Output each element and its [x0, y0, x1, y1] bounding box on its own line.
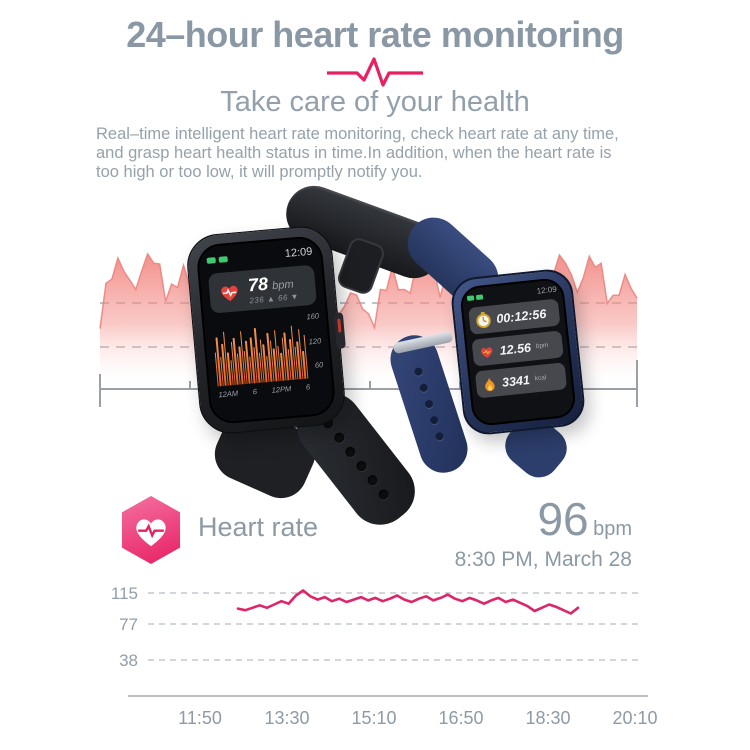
x-tick-label: 15:10 — [351, 708, 396, 728]
bar-series — [213, 321, 309, 387]
watch-clock: 12:09 — [536, 285, 557, 296]
x-tick-label: 11:50 — [178, 708, 222, 728]
heart-hexagon-icon — [118, 496, 184, 564]
green-indicator-icon — [476, 294, 483, 300]
watch-case: 12:09 00:12:56 — [449, 267, 587, 437]
y-tick-label: 60 — [315, 360, 324, 370]
y-tick-label: 120 — [308, 336, 321, 346]
watch-heart-bar-chart: 160 120 60 12AM 6 12PM 6 — [212, 314, 324, 399]
heart-icon — [478, 343, 495, 360]
watch-status-bar: 12:09 — [206, 246, 313, 267]
heart-rate-card: 78 bpm 236 ▲ 66 ▼ — [208, 265, 317, 314]
heart-ecg-icon — [131, 511, 171, 549]
current-bpm-value: 96 — [537, 493, 588, 545]
strap-hole — [355, 459, 369, 473]
description-line: Real–time intelligent heart rate monitor… — [96, 125, 666, 144]
strap-hole — [424, 399, 434, 409]
y-tick-label: 160 — [306, 311, 319, 321]
calories-value: 3341 — [501, 372, 530, 389]
calories-unit: kcal — [534, 374, 546, 382]
heart-rate-summary: Heart rate 96 bpm 8:30 PM, March 28 — [118, 490, 632, 582]
ecg-pulse-icon — [327, 56, 423, 90]
description-line: and grasp heart health status in time.In… — [96, 144, 666, 163]
page-description: Real–time intelligent heart rate monitor… — [96, 125, 666, 182]
green-indicator-icon — [206, 257, 215, 264]
blue-smartwatch: 12:09 00:12:56 — [395, 225, 610, 480]
heart-rate-unit: bpm — [535, 342, 548, 350]
summary-reading: 96 bpm 8:30 PM, March 28 — [455, 492, 632, 572]
watch-screen: 12:09 00:12:56 — [459, 277, 577, 427]
heart-pulse-icon — [217, 280, 243, 304]
x-tick-label: 20:10 — [612, 708, 657, 728]
strap-hole — [366, 473, 380, 487]
watch-side-button — [334, 312, 346, 349]
x-tick-label: 12PM — [271, 384, 291, 395]
strap-hole — [413, 367, 423, 377]
watch-case: 12:09 78 bpm 236 ▲ 66 ▼ — [185, 224, 348, 436]
reading-timestamp: 8:30 PM, March 28 — [455, 548, 632, 572]
marketing-page: 24–hour heart rate monitoring Take care … — [0, 0, 750, 750]
current-bpm-unit: bpm — [593, 518, 632, 540]
watch-clock: 12:09 — [284, 246, 312, 260]
x-tick-label: 6 — [252, 387, 257, 396]
description-line: too high or too low, it will promptly no… — [96, 163, 666, 182]
heart-rate-card: 12.56 bpm — [471, 330, 563, 366]
heart-rate-line-chart: 115 77 38 11:50 13:30 15:10 16:50 18:30 … — [0, 580, 750, 745]
heart-rate-value: 78 — [247, 274, 269, 297]
heart-rate-unit: bpm — [272, 278, 294, 292]
page-subtitle: Take care of your health — [0, 86, 750, 119]
x-tick-label: 12AM — [218, 389, 238, 400]
heart-rate-value: 12.56 — [499, 340, 532, 357]
heart-rate-series-line — [238, 591, 578, 614]
x-tick-label: 18:30 — [525, 708, 570, 728]
black-smartwatch: 12:09 78 bpm 236 ▲ 66 ▼ — [165, 190, 415, 495]
watch-screen: 12:09 78 bpm 236 ▲ 66 ▼ — [195, 235, 336, 425]
strap-hole — [429, 415, 439, 425]
x-tick-label: 6 — [306, 382, 311, 391]
y-tick-label: 38 — [119, 651, 138, 670]
duration-value: 00:12:56 — [496, 306, 547, 325]
summary-label: Heart rate — [198, 512, 318, 543]
calories-card: 3341 kcal — [475, 362, 567, 398]
stopwatch-icon — [475, 311, 493, 330]
flame-icon — [481, 375, 498, 392]
page-title: 24–hour heart rate monitoring — [0, 14, 750, 56]
y-tick-label: 115 — [111, 584, 138, 603]
x-tick-label: 13:30 — [264, 708, 309, 728]
green-indicator-icon — [218, 256, 227, 263]
duration-card: 00:12:56 — [468, 299, 560, 335]
strap-hole — [332, 431, 346, 445]
y-tick-label: 77 — [119, 615, 138, 634]
strap-hole — [434, 431, 444, 441]
strap-hole — [343, 445, 357, 459]
green-indicator-icon — [467, 295, 474, 301]
strap-hole — [419, 383, 429, 393]
x-tick-label: 16:50 — [438, 708, 483, 728]
